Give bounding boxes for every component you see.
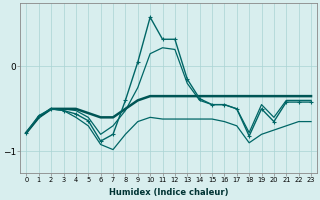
X-axis label: Humidex (Indice chaleur): Humidex (Indice chaleur): [109, 188, 228, 197]
